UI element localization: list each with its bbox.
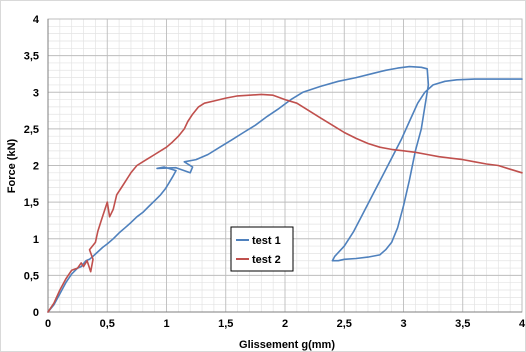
x-tick-label: 0 (45, 318, 51, 330)
x-tick-label: 0,5 (100, 318, 115, 330)
y-axis-title: Force (kN) (6, 138, 18, 193)
legend-label-test-1: test 1 (252, 235, 281, 247)
x-tick-label: 2,5 (337, 318, 352, 330)
series-line-test-1 (47, 65, 523, 313)
x-tick-label: 4 (519, 318, 526, 330)
legend-box (230, 226, 294, 272)
y-tick-label: 2,5 (24, 124, 39, 136)
x-tick-label: 2 (282, 318, 288, 330)
x-tick-label: 3 (400, 318, 406, 330)
y-tick-label: 4 (33, 14, 40, 26)
legend: test 1 test 2 (230, 226, 294, 272)
series-line-test-2 (47, 93, 523, 313)
y-tick-label: 0,5 (24, 270, 39, 282)
legend-label-test-2: test 2 (252, 254, 281, 266)
x-tick-label: 1,5 (218, 318, 233, 330)
x-tick-label: 3,5 (455, 318, 470, 330)
y-tick-label: 3 (33, 87, 39, 99)
series-layer (47, 65, 523, 313)
x-axis-title: Glissement g(mm) (239, 339, 335, 351)
y-tick-label: 2 (33, 161, 39, 173)
y-tick-label: 3,5 (24, 51, 39, 63)
y-tick-label: 1 (33, 234, 39, 246)
y-tick-labels: 0 0,5 1 1,5 2 2,5 3 3,5 4 (24, 14, 40, 319)
y-tick-label: 1,5 (24, 197, 39, 209)
x-tick-label: 1 (163, 318, 169, 330)
x-tick-labels: 0 0,5 1 1,5 2 2,5 3 3,5 4 (45, 318, 526, 330)
y-tick-label: 0 (33, 307, 39, 319)
